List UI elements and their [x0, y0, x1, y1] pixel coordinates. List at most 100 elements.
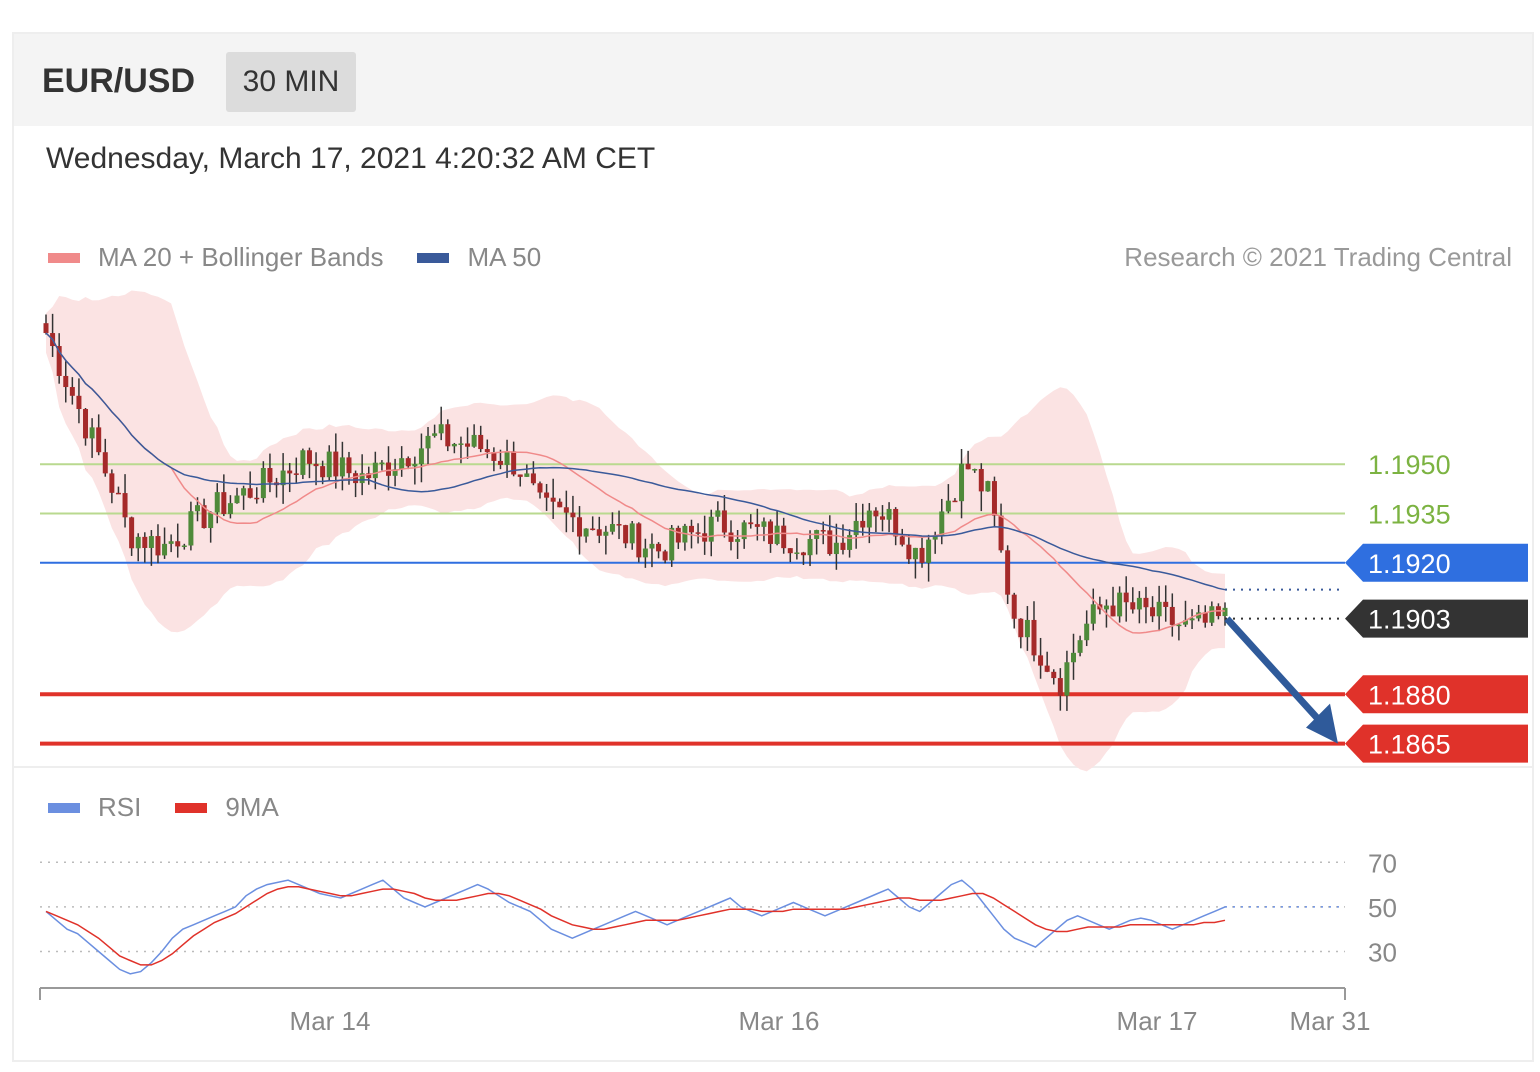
candle-body — [1071, 652, 1077, 663]
candle-body — [1064, 662, 1070, 696]
candle-body — [280, 470, 286, 486]
candle-body — [491, 452, 497, 461]
candle-body — [952, 500, 958, 503]
candle-body — [985, 481, 991, 492]
candle-body — [129, 517, 135, 549]
candle-body — [537, 483, 543, 493]
candle-body — [1150, 607, 1156, 617]
candle-body — [649, 543, 655, 549]
candle-body — [563, 507, 569, 513]
candle-body — [425, 435, 431, 449]
candle-body — [175, 541, 181, 547]
candle-body — [932, 536, 938, 540]
candle-body — [807, 538, 813, 556]
candle-body — [1057, 678, 1063, 696]
candle-body — [148, 536, 154, 548]
candle-body — [768, 521, 774, 544]
candle-body — [155, 536, 161, 556]
candle-body — [379, 462, 385, 465]
candle-body — [583, 528, 589, 537]
candle-body — [1117, 592, 1123, 617]
candle-body — [267, 468, 273, 483]
candle-body — [405, 458, 411, 467]
candle-body — [102, 452, 108, 474]
candle-body — [570, 512, 576, 518]
candle-body — [497, 460, 503, 465]
candle-body — [919, 547, 925, 563]
candle-body — [1103, 605, 1109, 610]
ma50-line — [45, 332, 1226, 591]
price-legend: MA 20 + Bollinger Bands MA 50 — [48, 242, 541, 273]
rsi-tick-70: 70 — [1368, 848, 1397, 878]
candle-body — [1090, 604, 1096, 624]
candle-body — [906, 544, 912, 560]
candle-body — [372, 462, 378, 479]
candle-body — [978, 469, 984, 492]
candle-body — [530, 473, 536, 484]
candle-body — [662, 551, 668, 561]
candle-body — [945, 500, 951, 512]
rsi-divider — [14, 766, 1532, 768]
ma9-line — [45, 886, 1226, 966]
candle-body — [517, 474, 523, 477]
candle-body — [603, 531, 609, 536]
candle-body — [478, 434, 484, 450]
candle-body — [346, 457, 352, 474]
candle-body — [353, 473, 359, 484]
candle-body — [43, 323, 49, 334]
candle-body — [122, 493, 128, 518]
level-tag-text-1-1903: 1.1903 — [1368, 605, 1451, 635]
timeframe-badge[interactable]: 30 MIN — [226, 52, 356, 112]
candle-body — [688, 525, 694, 533]
candle-body — [873, 510, 879, 517]
candle-body — [306, 450, 312, 464]
ma20-line — [45, 332, 1226, 634]
candle-body — [392, 469, 398, 476]
candle-body — [135, 536, 141, 549]
rsi-tick-50: 50 — [1368, 893, 1397, 923]
candle-body — [886, 508, 892, 520]
candle-body — [1143, 597, 1149, 608]
candle-body — [544, 492, 550, 498]
level-tag-1-1920 — [1345, 543, 1528, 582]
level-tag-1-1903 — [1345, 599, 1528, 638]
candle-body — [899, 536, 905, 545]
candle-body — [965, 463, 971, 470]
forecast-arrow-head — [1306, 703, 1338, 744]
candle-body — [386, 462, 392, 476]
rsi-tick-30: 30 — [1368, 938, 1397, 968]
candle-body — [359, 473, 365, 484]
candle-body — [208, 512, 214, 529]
copyright-text: Research © 2021 Trading Central — [1124, 242, 1512, 272]
candle-body — [162, 543, 168, 556]
candle-body — [445, 424, 451, 447]
candle-body — [399, 458, 405, 470]
candle-body — [623, 525, 629, 544]
ma20-legend-label: MA 20 + Bollinger Bands — [98, 242, 384, 272]
candle-body — [254, 497, 260, 500]
rsi-line — [45, 879, 1226, 975]
rsi-legend-swatch — [48, 802, 80, 813]
candle-body — [221, 492, 227, 515]
candle-body — [1209, 606, 1215, 623]
candle-body — [860, 520, 866, 528]
rsi-legend: RSI 9MA — [48, 792, 279, 823]
x-tick-label: Mar 17 — [1117, 1006, 1198, 1036]
candle-body — [188, 511, 194, 546]
candle-body — [234, 495, 240, 504]
candle-body — [781, 525, 787, 549]
candle-body — [550, 497, 556, 502]
x-tick-label: Mar 16 — [739, 1006, 820, 1036]
candle-body — [1196, 612, 1202, 619]
x-tick-label: Mar 14 — [290, 1006, 371, 1036]
candle-body — [1077, 640, 1083, 653]
forecast-arrow-shaft — [1224, 616, 1327, 728]
level-tag-1-1880 — [1345, 675, 1528, 714]
candle-body — [465, 443, 471, 447]
candle-body — [1084, 623, 1090, 641]
candle-body — [511, 451, 517, 475]
candle-body — [741, 522, 747, 540]
candle-body — [774, 525, 780, 544]
candle-body — [1163, 601, 1169, 607]
candle-body — [1011, 594, 1017, 619]
